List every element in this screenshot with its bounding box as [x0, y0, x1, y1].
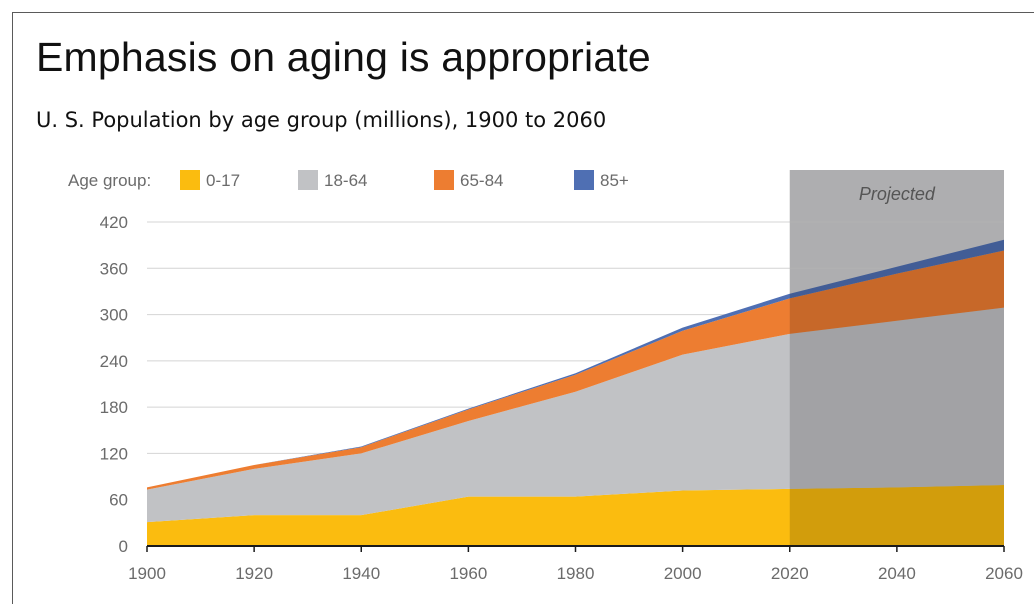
x-tick-label-1960: 1960 [449, 564, 487, 583]
x-tick-label-2040: 2040 [878, 564, 916, 583]
y-tick-label-420: 420 [100, 213, 128, 232]
x-tick-label-1980: 1980 [557, 564, 595, 583]
legend-title: Age group: [68, 171, 152, 190]
y-tick-label-300: 300 [100, 306, 128, 325]
legend-swatch-65-84 [434, 170, 454, 190]
y-tick-label-0: 0 [119, 537, 128, 556]
projection-label: Projected [859, 184, 936, 204]
area-18-64 [147, 307, 1004, 523]
legend-label-85-plus: 85+ [600, 171, 629, 190]
legend-swatch-85-plus [574, 170, 594, 190]
x-tick-label-1920: 1920 [235, 564, 273, 583]
legend-label-0-17: 0-17 [206, 171, 241, 190]
chart-subtitle: U. S. Population by age group (millions)… [36, 108, 607, 132]
legend-label-65-84: 65-84 [460, 171, 504, 190]
y-tick-label-360: 360 [100, 259, 128, 278]
y-tick-label-240: 240 [100, 352, 128, 371]
x-tick-label-2060: 2060 [985, 564, 1023, 583]
legend-swatch-0-17 [180, 170, 200, 190]
area-0-17 [147, 485, 1004, 546]
y-tick-label-180: 180 [100, 398, 128, 417]
x-tick-label-1940: 1940 [342, 564, 380, 583]
legend-label-18-64: 18-64 [324, 171, 368, 190]
x-tick-label-2000: 2000 [664, 564, 702, 583]
slide-title: Emphasis on aging is appropriate [36, 34, 651, 80]
slide-frame [12, 12, 1034, 604]
legend-swatch-18-64 [298, 170, 318, 190]
x-tick-label-1900: 1900 [128, 564, 166, 583]
projection-shade [789, 170, 1004, 546]
y-tick-label-60: 60 [109, 491, 128, 510]
y-tick-label-120: 120 [100, 444, 128, 463]
x-tick-label-2020: 2020 [771, 564, 809, 583]
area-85-plus [147, 239, 1004, 488]
area-65-84 [147, 250, 1004, 490]
